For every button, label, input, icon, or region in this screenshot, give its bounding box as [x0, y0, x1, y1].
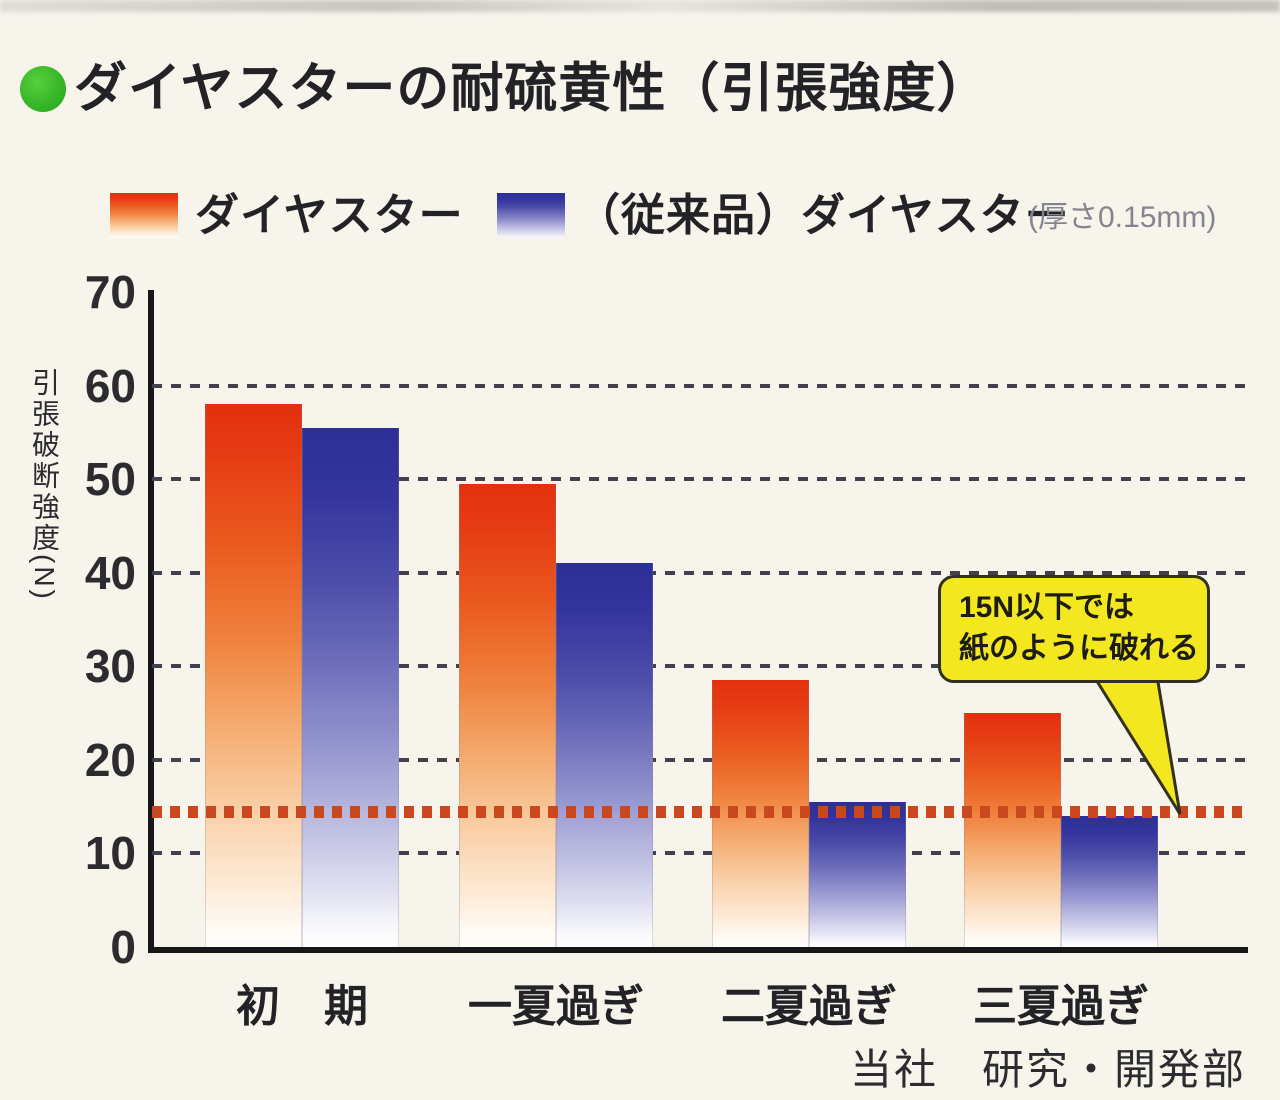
bar-series2-cat2 — [556, 563, 653, 947]
y-tick-label-60: 60 — [84, 359, 136, 412]
gridline-10 — [152, 851, 1248, 856]
y-tick-label-10: 10 — [84, 827, 136, 880]
callout-tail — [1087, 668, 1182, 815]
bar-series2-cat3 — [809, 801, 906, 947]
bar-series2-cat4 — [1061, 816, 1158, 947]
gridline-30 — [152, 664, 1248, 669]
x-axis-line — [148, 947, 1248, 953]
callout-bubble: 15N以下では 紙のように破れる — [938, 575, 1210, 683]
threshold-line-15n — [152, 806, 1248, 818]
bar-series1-cat1 — [205, 404, 302, 947]
gridline-20 — [152, 757, 1248, 762]
x-category-label-2: 一夏過ぎ — [468, 982, 644, 1031]
y-tick-label-0: 0 — [110, 921, 136, 973]
x-category-label-3: 二夏過ぎ — [721, 982, 897, 1031]
y-tick-label-40: 40 — [84, 546, 136, 599]
scan-edge-artifact — [0, 0, 1280, 12]
legend-swatch-diastar — [110, 193, 178, 238]
legend-swatch-conventional — [497, 193, 565, 238]
header: ダイヤスターの耐硫黄性（引張強度） — [20, 59, 991, 118]
y-tick-label-20: 20 — [84, 733, 136, 786]
callout-line-1: 15N以下では — [959, 591, 1135, 624]
bar-series2-cat1 — [302, 427, 399, 947]
gridline-50 — [152, 477, 1248, 482]
legend-label-diastar: ダイヤスター — [195, 191, 464, 240]
callout-line-2: 紙のように破れる — [959, 632, 1199, 666]
gridline-40 — [152, 570, 1248, 575]
green-bullet-icon — [20, 66, 66, 113]
bar-series1-cat4 — [964, 713, 1061, 947]
gridline-60 — [152, 383, 1248, 388]
page-title: ダイヤスターの耐硫黄性（引張強度） — [74, 59, 991, 118]
y-axis-title: 引張破断強度(N) — [29, 368, 60, 602]
bar-series1-cat2 — [459, 483, 556, 947]
y-tick-label-30: 30 — [84, 640, 136, 693]
legend-thickness-note: (厚さ0.15mm) — [1028, 201, 1217, 234]
x-category-label-1: 初 期 — [236, 982, 368, 1031]
x-category-label-4: 三夏過ぎ — [973, 982, 1149, 1031]
legend-label-conventional: （従来品）ダイヤスター — [576, 191, 1070, 240]
y-axis-line — [148, 290, 154, 953]
y-tick-label-70: 70 — [84, 266, 136, 318]
credit-text: 当社 研究・開発部 — [849, 1046, 1246, 1093]
y-tick-label-50: 50 — [84, 453, 136, 506]
